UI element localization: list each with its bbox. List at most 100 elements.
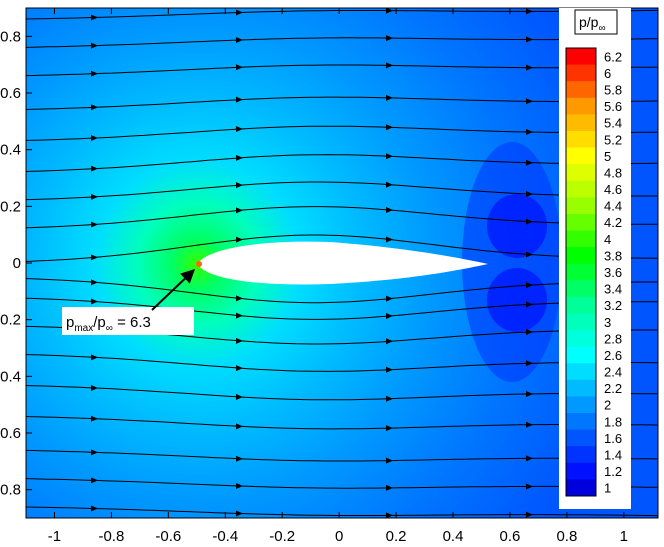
colorbar-swatch [566,413,596,431]
streamline-arrow [386,8,393,14]
streamline-arrow [236,207,243,214]
annotation-label: pmax/p∞ = 6.3 [66,314,151,334]
colorbar-swatch [566,48,596,66]
streamline [26,416,658,430]
x-tick-label: 0.8 [556,528,577,545]
streamline-arrow [236,312,243,319]
colorbar-label: 1.4 [604,448,622,463]
colorbar-label: 3.4 [604,282,622,297]
colorbar-label: 4.8 [604,165,622,180]
streamline-arrow [386,395,393,402]
streamline [26,384,658,401]
streamline-arrow [91,477,98,484]
streamline-arrow [386,62,393,69]
colorbar-label: 3.8 [604,248,622,263]
streamline-arrow [91,135,98,142]
streamline-arrow [386,366,393,373]
streamline-arrow [526,36,533,43]
colorbar-label: 5.6 [604,99,622,114]
colorbar-swatch [566,247,596,265]
streamline [26,353,658,372]
streamline-arrow [91,254,98,261]
colorbar-swatch [566,296,596,314]
colorbar-swatch [566,396,596,414]
y-tick-label: 0.2 [0,198,21,215]
streamline-arrow [526,282,533,289]
stagnation-point [196,261,202,267]
colorbar-label: 4.6 [604,182,622,197]
colorbar-label: 5.2 [604,132,622,147]
streamline-arrow [236,182,243,189]
colorbar-swatch [566,64,596,82]
streamline-arrow [526,360,533,367]
colorbar-title: p/p∞ [579,14,606,34]
streamline-arrow [236,236,243,243]
y-tick-label: 0.8 [0,28,21,45]
colorbar-swatch [566,479,596,497]
colorbar-label: 4 [604,232,611,247]
streamline-arrow [91,165,98,172]
colorbar-label: 6 [604,66,611,81]
streamline-arrow [526,390,533,397]
streamline-arrow [236,126,243,133]
streamline-arrow [526,421,533,428]
colorbar-label: 4.2 [604,215,622,230]
colorbar-swatch [566,263,596,281]
streamline [26,206,658,229]
colorbar-swatch [566,130,596,149]
colorbar-swatch [566,81,596,99]
x-tick-label: 1 [620,528,628,545]
colorbar-swatch [566,180,596,198]
streamline-arrow [91,104,98,111]
colorbar-swatch [566,313,596,331]
x-tick-label: -0.2 [269,528,295,545]
y-tick-label: 0.4 [0,142,21,159]
streamline-arrow [526,98,533,105]
y-tick-label: 0.6 [0,85,21,102]
streamline-arrow [386,236,393,243]
colorbar-swatch [566,346,596,364]
streamline-arrow [526,301,533,308]
x-tick-label: 0.6 [500,528,521,545]
x-tick-label: 0.4 [443,528,464,545]
streamline-arrow [91,505,98,512]
streamline-arrow [386,207,393,214]
streamline-arrow [91,42,98,49]
colorbar-swatch [566,280,596,298]
streamline-arrow [91,14,98,21]
x-tick-label: -0.8 [98,528,124,545]
x-tick-label: -0.4 [212,528,238,545]
streamlines [26,8,658,518]
y-tick-label: -0.4 [0,368,21,385]
colorbar-swatch [566,114,596,132]
streamline [26,9,658,20]
streamline-arrow [91,449,98,456]
colorbar-swatch [566,363,596,381]
streamline-arrow [386,457,393,464]
colorbar-label: 5 [604,149,611,164]
colorbar-label: 4.4 [604,199,622,214]
streamline-arrow [386,181,393,188]
streamline [26,125,658,142]
streamline-arrow [236,455,243,462]
wake-lobe-upper [487,194,547,258]
colorbar-swatch [566,97,596,115]
streamline [26,478,658,489]
streamline-arrow [236,36,243,43]
streamline [26,37,658,48]
streamline [26,234,658,262]
streamline-arrow [526,218,533,225]
colorbar-label: 2 [604,398,611,413]
colorbar-label: 3 [604,315,611,330]
colorbar-swatch [566,330,596,348]
colorbar-label: 2.2 [604,381,622,396]
streamline-arrow [91,298,98,305]
streamline-arrow [526,251,533,258]
streamline-arrow [236,64,243,71]
colorbar-swatch [566,197,596,215]
streamline [26,449,658,462]
y-tick-label: 0 [13,255,21,272]
streamline [26,96,658,110]
streamline-arrow [386,312,393,319]
colorbar-label: 5.4 [604,116,622,131]
